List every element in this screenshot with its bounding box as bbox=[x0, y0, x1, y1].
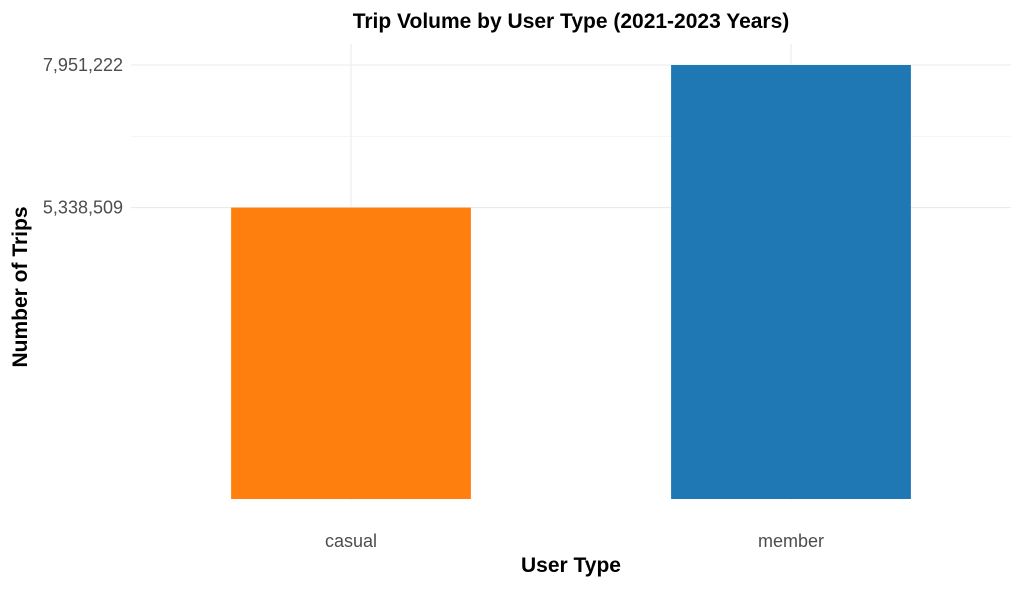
bar-casual bbox=[231, 207, 471, 500]
chart-title: Trip Volume by User Type (2021-2023 Year… bbox=[353, 10, 790, 33]
bar-member bbox=[671, 65, 911, 499]
x-axis-title: User Type bbox=[521, 554, 621, 577]
bars bbox=[231, 65, 911, 500]
x-tick-label-casual: casual bbox=[325, 531, 377, 551]
y-tick-label: 5,338,509 bbox=[43, 198, 123, 218]
x-tick-labels: casual member bbox=[325, 531, 824, 551]
y-tick-labels: 5,338,509 7,951,222 bbox=[43, 55, 123, 218]
y-tick-label: 7,951,222 bbox=[43, 55, 123, 75]
x-tick-label-member: member bbox=[758, 531, 824, 551]
y-axis-title: Number of Trips bbox=[9, 206, 32, 367]
